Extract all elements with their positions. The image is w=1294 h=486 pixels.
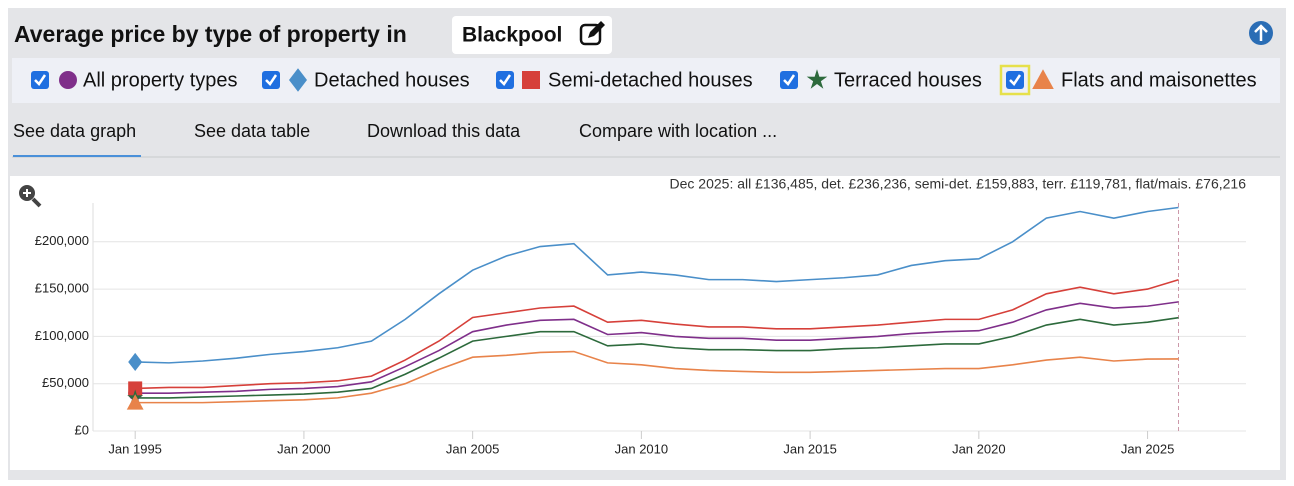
x-tick-label: Jan 2005 <box>446 441 500 456</box>
legend-label[interactable]: Detached houses <box>314 69 470 91</box>
focus-ring <box>999 64 1031 96</box>
checkmark <box>265 74 278 86</box>
checkbox[interactable] <box>31 71 49 89</box>
y-tick-label: £50,000 <box>42 375 89 390</box>
tab[interactable]: Download this data <box>367 121 521 141</box>
legend-label[interactable]: Semi-detached houses <box>548 69 753 91</box>
y-tick-label: £200,000 <box>35 233 89 248</box>
legend-symbol <box>289 68 307 92</box>
x-tick-label: Jan 2025 <box>1121 441 1175 456</box>
x-tick-label: Jan 1995 <box>108 441 162 456</box>
location-box[interactable] <box>452 16 612 54</box>
legend-label[interactable]: All property types <box>83 69 238 91</box>
checkmark <box>783 74 796 86</box>
x-tick-label: Jan 2020 <box>952 441 1006 456</box>
title: Average price by type of property in <box>14 21 407 47</box>
legend-symbol <box>1032 69 1054 89</box>
series-line <box>135 278 1179 390</box>
y-tick-label: £0 <box>75 422 89 437</box>
tab[interactable]: See data table <box>194 121 310 141</box>
y-tick-label: £150,000 <box>35 281 89 296</box>
checkbox[interactable] <box>496 71 514 89</box>
legend-symbol <box>806 69 828 89</box>
annotation: Dec 2025: all £136,485, det. £236,236, s… <box>670 176 1247 192</box>
checkbox[interactable] <box>262 71 280 89</box>
series-line <box>135 301 1179 394</box>
series-line <box>135 350 1179 404</box>
y-tick-label: £100,000 <box>35 328 89 343</box>
x-tick-label: Jan 2000 <box>277 441 331 456</box>
location[interactable]: Blackpool <box>462 24 562 47</box>
legend-label[interactable]: Terraced houses <box>834 69 982 91</box>
marker <box>128 352 143 372</box>
legend-symbol <box>59 71 77 89</box>
checkmark <box>499 74 512 86</box>
checkbox[interactable] <box>1006 71 1024 89</box>
marker <box>126 394 144 410</box>
series-line <box>135 206 1179 364</box>
zoom-icon[interactable] <box>19 185 42 208</box>
chart-area <box>10 176 1280 470</box>
legend-symbol <box>522 71 540 89</box>
legend-bar <box>12 58 1280 103</box>
tab[interactable]: Compare with location ... <box>579 121 777 141</box>
series-line <box>135 316 1179 399</box>
checkmark <box>1009 74 1022 86</box>
tab[interactable]: See data graph <box>13 121 136 141</box>
checkmark <box>34 74 47 86</box>
x-tick-label: Jan 2010 <box>615 441 669 456</box>
legend-label[interactable]: Flats and maisonettes <box>1061 69 1257 91</box>
checkbox[interactable] <box>780 71 798 89</box>
edit-icon[interactable] <box>579 21 605 46</box>
scroll-top[interactable] <box>1249 21 1273 45</box>
x-tick-label: Jan 2015 <box>783 441 837 456</box>
marker <box>128 381 143 396</box>
